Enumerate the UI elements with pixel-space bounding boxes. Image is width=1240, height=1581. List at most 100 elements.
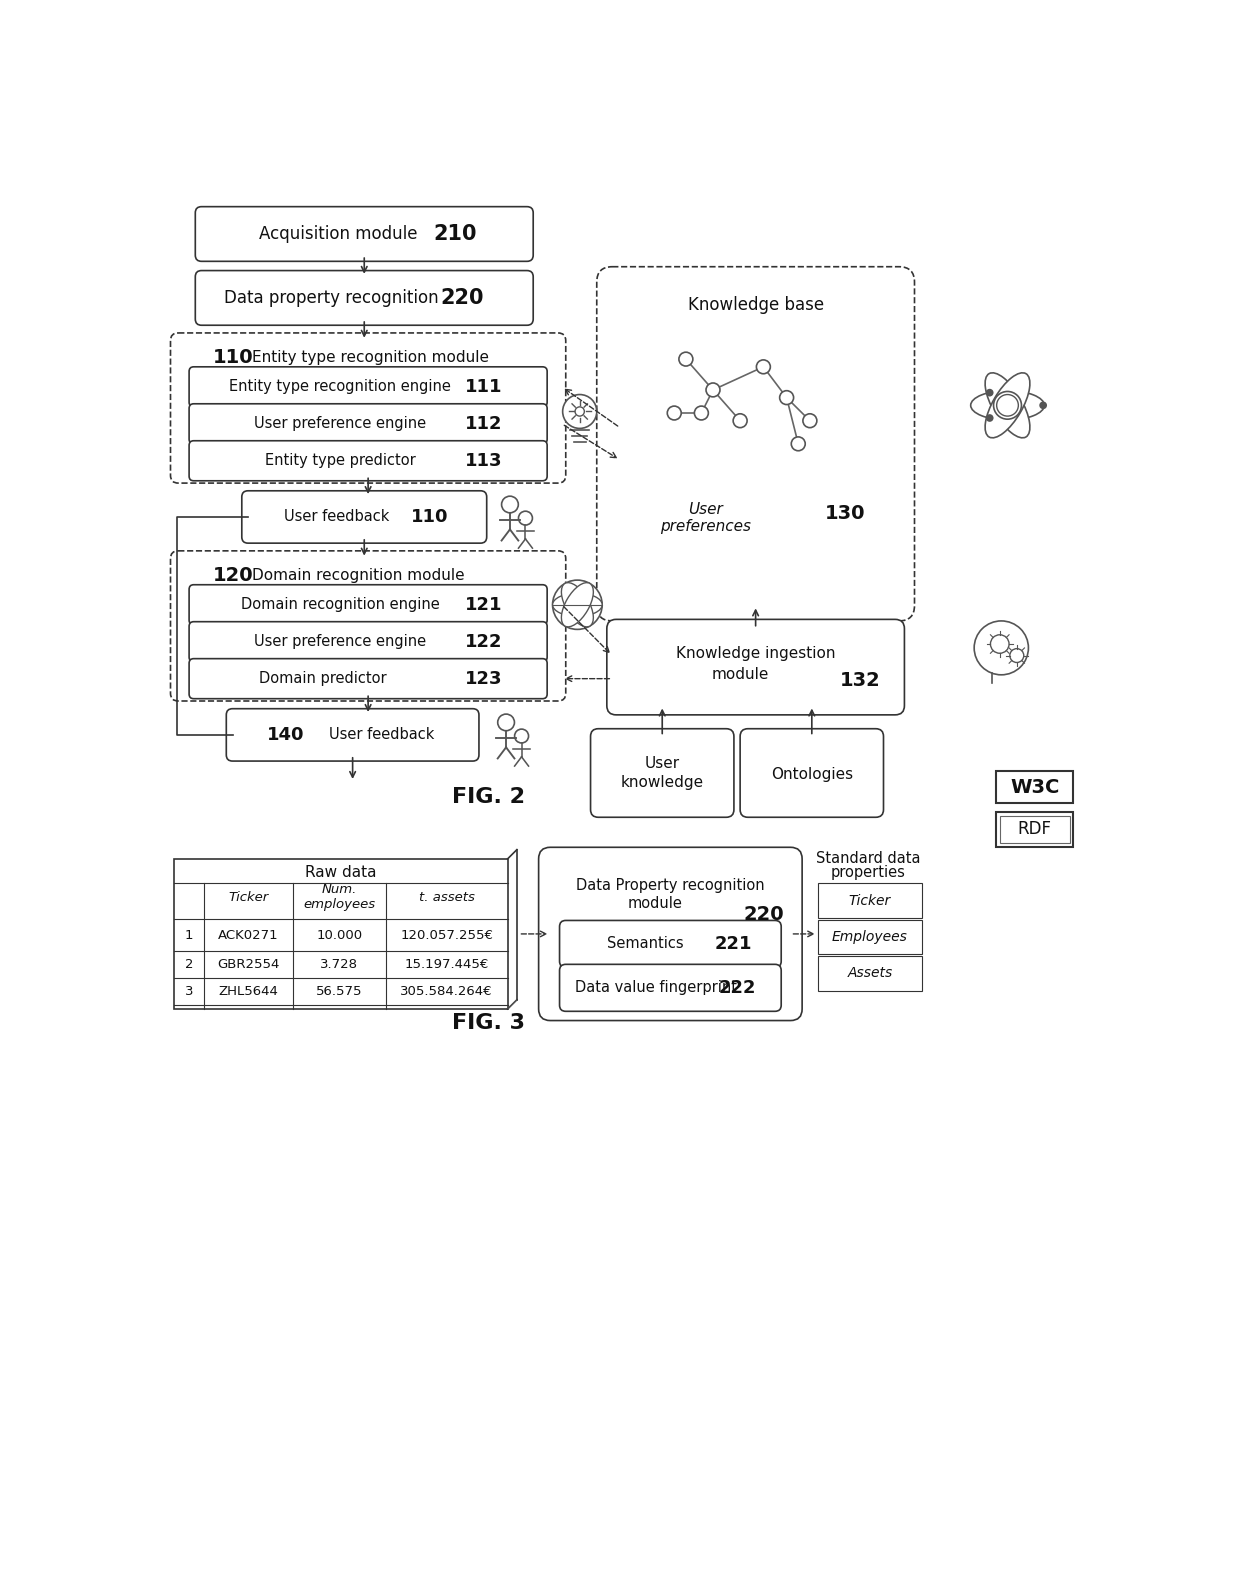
Text: 110: 110 bbox=[213, 348, 254, 367]
Ellipse shape bbox=[562, 583, 594, 626]
Circle shape bbox=[706, 383, 720, 397]
FancyBboxPatch shape bbox=[188, 621, 547, 662]
Text: Standard data: Standard data bbox=[816, 851, 920, 866]
Text: Semantics: Semantics bbox=[606, 936, 683, 952]
Text: User feedback: User feedback bbox=[329, 727, 434, 743]
Text: 15.197.445€: 15.197.445€ bbox=[404, 958, 489, 971]
Text: 10.000: 10.000 bbox=[316, 928, 362, 942]
FancyBboxPatch shape bbox=[226, 708, 479, 760]
Text: Ticker: Ticker bbox=[849, 893, 892, 907]
FancyBboxPatch shape bbox=[171, 550, 565, 700]
FancyBboxPatch shape bbox=[171, 334, 565, 484]
Text: t. assets: t. assets bbox=[419, 890, 475, 904]
Text: Data Property recognition: Data Property recognition bbox=[577, 879, 765, 893]
Text: User feedback: User feedback bbox=[284, 509, 389, 525]
Text: 120.057.255€: 120.057.255€ bbox=[401, 928, 494, 942]
Text: 220: 220 bbox=[743, 904, 784, 923]
Text: User: User bbox=[688, 501, 723, 517]
Text: ZHL5644: ZHL5644 bbox=[218, 985, 278, 998]
Ellipse shape bbox=[562, 583, 594, 626]
Text: 113: 113 bbox=[465, 452, 502, 470]
FancyBboxPatch shape bbox=[606, 620, 904, 715]
Bar bbox=[996, 772, 1074, 803]
Text: Entity type predictor: Entity type predictor bbox=[265, 454, 415, 468]
Text: Entity type recognition engine: Entity type recognition engine bbox=[229, 379, 451, 394]
Circle shape bbox=[563, 395, 596, 428]
Text: Acquisition module: Acquisition module bbox=[259, 225, 418, 243]
Text: RDF: RDF bbox=[1018, 821, 1052, 838]
Text: 110: 110 bbox=[410, 508, 448, 526]
Text: User preference engine: User preference engine bbox=[254, 416, 427, 432]
Ellipse shape bbox=[985, 373, 1030, 438]
Ellipse shape bbox=[553, 593, 603, 617]
Ellipse shape bbox=[985, 373, 1030, 438]
Text: module: module bbox=[627, 896, 682, 911]
Circle shape bbox=[791, 436, 805, 451]
Text: Assets: Assets bbox=[847, 966, 893, 980]
Circle shape bbox=[993, 392, 1022, 419]
FancyBboxPatch shape bbox=[188, 659, 547, 699]
Text: Data property recognition: Data property recognition bbox=[224, 289, 439, 307]
Text: 112: 112 bbox=[465, 414, 502, 433]
Text: 3.728: 3.728 bbox=[320, 958, 358, 971]
Text: 56.575: 56.575 bbox=[316, 985, 363, 998]
Bar bbox=[817, 957, 923, 991]
FancyBboxPatch shape bbox=[559, 964, 781, 1012]
FancyBboxPatch shape bbox=[188, 441, 547, 481]
Text: FIG. 2: FIG. 2 bbox=[451, 787, 525, 808]
Text: 122: 122 bbox=[465, 632, 502, 651]
Text: 221: 221 bbox=[714, 934, 751, 953]
Text: Raw data: Raw data bbox=[305, 865, 377, 881]
FancyBboxPatch shape bbox=[242, 490, 486, 544]
Text: Knowledge base: Knowledge base bbox=[687, 296, 823, 315]
Text: 220: 220 bbox=[440, 288, 484, 308]
Text: Ontologies: Ontologies bbox=[771, 767, 853, 783]
Circle shape bbox=[804, 414, 817, 427]
Text: 111: 111 bbox=[465, 378, 502, 395]
Text: Entity type recognition module: Entity type recognition module bbox=[252, 349, 489, 365]
FancyBboxPatch shape bbox=[559, 920, 781, 968]
Text: Domain recognition module: Domain recognition module bbox=[252, 568, 465, 583]
Text: 210: 210 bbox=[434, 225, 477, 243]
Bar bbox=[817, 920, 923, 955]
Text: 3: 3 bbox=[185, 985, 193, 998]
Bar bbox=[999, 816, 1069, 843]
Text: GBR2554: GBR2554 bbox=[217, 958, 279, 971]
Text: preferences: preferences bbox=[660, 520, 750, 534]
FancyBboxPatch shape bbox=[196, 207, 533, 261]
FancyBboxPatch shape bbox=[740, 729, 883, 817]
Text: 121: 121 bbox=[465, 596, 502, 613]
Text: User preference engine: User preference engine bbox=[254, 634, 427, 650]
Circle shape bbox=[975, 621, 1028, 675]
Text: Data value fingerprint: Data value fingerprint bbox=[574, 980, 737, 996]
Circle shape bbox=[553, 580, 603, 629]
Circle shape bbox=[575, 406, 584, 416]
FancyBboxPatch shape bbox=[590, 729, 734, 817]
FancyBboxPatch shape bbox=[188, 367, 547, 406]
Text: 305.584.264€: 305.584.264€ bbox=[401, 985, 494, 998]
Text: FIG. 3: FIG. 3 bbox=[451, 1013, 525, 1032]
Circle shape bbox=[780, 391, 794, 405]
Text: 140: 140 bbox=[267, 726, 304, 745]
Text: ACK0271: ACK0271 bbox=[218, 928, 279, 942]
FancyBboxPatch shape bbox=[196, 270, 533, 326]
Text: 130: 130 bbox=[825, 504, 866, 523]
Text: module: module bbox=[712, 667, 769, 683]
Text: 132: 132 bbox=[839, 672, 880, 691]
Text: Knowledge ingestion: Knowledge ingestion bbox=[676, 645, 836, 661]
FancyBboxPatch shape bbox=[538, 847, 802, 1021]
Text: 123: 123 bbox=[465, 670, 502, 688]
Text: Ticker: Ticker bbox=[228, 890, 269, 904]
Text: Domain recognition engine: Domain recognition engine bbox=[241, 598, 440, 612]
Text: User: User bbox=[645, 756, 680, 772]
Circle shape bbox=[515, 729, 528, 743]
Text: Domain predictor: Domain predictor bbox=[259, 672, 387, 686]
Circle shape bbox=[1039, 402, 1047, 409]
Circle shape bbox=[501, 496, 518, 512]
Text: 222: 222 bbox=[719, 979, 756, 998]
Bar bbox=[817, 884, 923, 919]
Circle shape bbox=[997, 395, 1018, 416]
Circle shape bbox=[986, 414, 993, 422]
Text: Employees: Employees bbox=[832, 930, 908, 944]
FancyBboxPatch shape bbox=[188, 403, 547, 444]
